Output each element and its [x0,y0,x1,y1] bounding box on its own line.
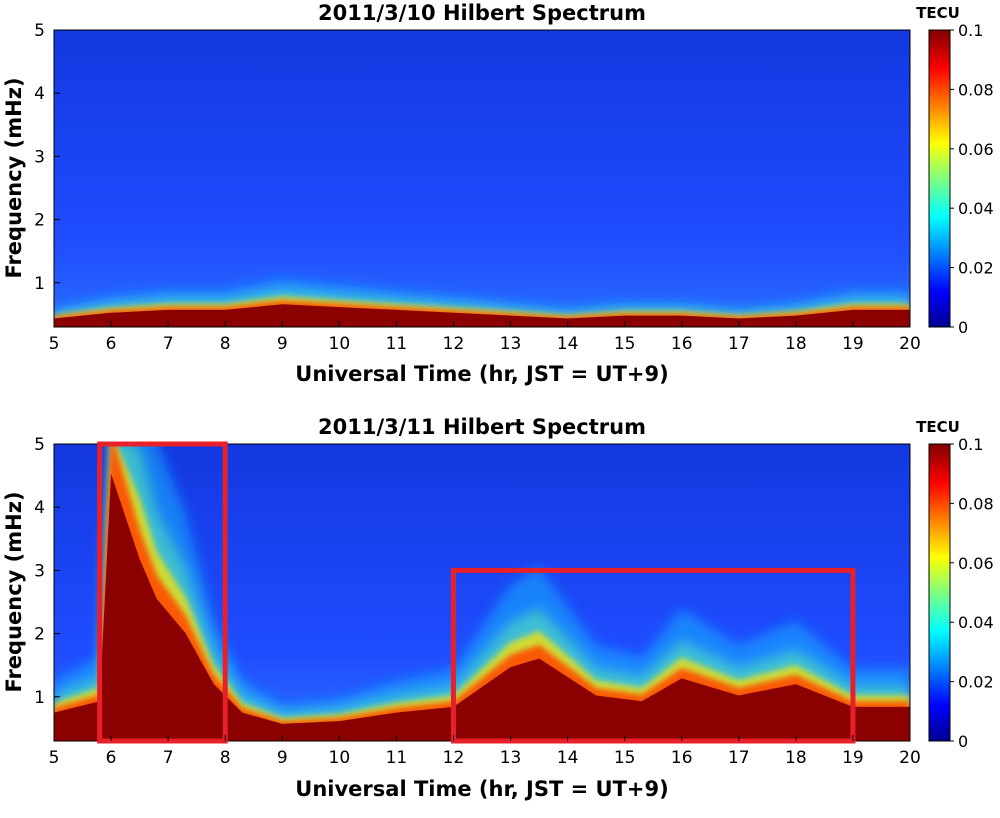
colorbar-label: TECU [916,418,960,436]
highlight-box [97,441,228,744]
y-tick-label: 3 [34,561,45,581]
y-tick-label: 2 [34,211,45,231]
colorbar-tick-label: 0 [958,732,968,751]
colorbar-ticks: 0 0.02 0.04 0.06 0.08 0.1 [950,21,994,337]
colorbar-tick-label: 0.08 [958,80,994,99]
y-axis-label: Frequency (mHz) [2,491,26,692]
spectrum-layer-core [54,473,910,741]
panel-2: 2011/3/11 Hilbert Spectrum 5 6 7 8 9 10 11 12 13… [2,415,994,801]
colorbar-tick-label: 0.02 [958,673,994,692]
x-tick-label: 14 [557,748,579,768]
colorbar-tick-label: 0.04 [958,613,994,632]
colorbar-gradient [928,29,951,328]
panel-1: 2011/3/10 Hilbert Spectrum 5 6 7 8 9 10 11 12 13… [2,1,994,386]
x-tick-label: 10 [329,334,351,354]
colorbar-tick-label: 0.06 [958,140,994,159]
y-tick-label: 5 [34,435,45,455]
x-tick-label: 16 [671,748,693,768]
x-tick-label: 7 [163,334,174,354]
x-tick-label: 16 [671,334,693,354]
x-tick-label: 13 [500,748,522,768]
x-tick-label: 20 [899,748,921,768]
x-tick-label: 17 [728,334,750,354]
x-tick-label: 12 [443,334,465,354]
plot-frame [53,29,911,328]
chart-title: 2011/3/10 Hilbert Spectrum [318,1,646,25]
colorbar-label: TECU [916,4,960,22]
y-ticks: 1 2 3 4 5 [34,435,60,708]
x-tick-label: 6 [106,748,117,768]
x-tick-label: 13 [500,334,522,354]
x-tick-label: 10 [329,748,351,768]
x-axis-label: Universal Time (hr, JST = UT+9) [295,777,668,801]
y-tick-label: 1 [34,274,45,294]
x-tick-label: 9 [277,334,288,354]
x-tick-label: 17 [728,748,750,768]
y-tick-label: 4 [34,498,45,518]
highlight-boxes [97,441,856,744]
highlight-box [450,567,856,744]
colorbar-tick-label: 0.1 [958,21,983,40]
x-tick-label: 7 [163,748,174,768]
y-axis-label: Frequency (mHz) [2,77,26,278]
x-axis-label: Universal Time (hr, JST = UT+9) [295,362,668,386]
x-tick-label: 5 [49,748,60,768]
x-tick-label: 18 [785,748,807,768]
y-ticks: 1 2 3 4 5 [34,21,60,294]
y-tick-label: 4 [34,84,45,104]
y-tick-label: 1 [34,688,45,708]
heatmap-area [54,444,910,741]
x-tick-label: 11 [386,334,408,354]
y-tick-label: 5 [34,21,45,41]
colorbar-tick-label: 0.08 [958,494,994,513]
heatmap-background [54,30,910,327]
spectrum-layers [54,444,910,741]
colorbar-gradient [928,443,951,742]
x-tick-label: 18 [785,334,807,354]
x-tick-label: 8 [220,748,231,768]
x-ticks: 5 6 7 8 9 10 11 12 13 14 15 16 17 18 19 20 [49,321,921,354]
colorbar-ticks: 0 0.02 0.04 0.06 0.08 0.1 [950,435,994,751]
heatmap-area [54,30,910,327]
colorbar: TECU 0 0.02 0.04 0.06 0.08 0.1 [916,4,993,337]
x-tick-label: 19 [842,748,864,768]
colorbar-tick-label: 0.06 [958,554,994,573]
x-tick-label: 5 [49,334,60,354]
colorbar-tick-label: 0 [958,318,968,337]
x-tick-label: 11 [386,748,408,768]
y-tick-label: 3 [34,147,45,167]
chart-title: 2011/3/11 Hilbert Spectrum [318,415,646,439]
spectrum-layer-core [54,304,910,327]
x-tick-label: 20 [899,334,921,354]
spectrum-layers [54,279,910,327]
colorbar-tick-label: 0.1 [958,435,983,454]
x-tick-label: 9 [277,748,288,768]
x-tick-label: 6 [106,334,117,354]
x-tick-label: 15 [614,748,636,768]
x-tick-label: 14 [557,334,579,354]
colorbar: TECU 0 0.02 0.04 0.06 0.08 0.1 [916,418,993,751]
x-tick-label: 12 [443,748,465,768]
x-tick-label: 15 [614,334,636,354]
x-tick-label: 8 [220,334,231,354]
colorbar-tick-label: 0.02 [958,259,994,278]
y-tick-label: 2 [34,625,45,645]
x-tick-label: 19 [842,334,864,354]
colorbar-tick-label: 0.04 [958,199,994,218]
spectrum-layer-yellow [54,444,910,741]
x-ticks: 5 6 7 8 9 10 11 12 13 14 15 16 17 18 19 20 [49,735,921,768]
